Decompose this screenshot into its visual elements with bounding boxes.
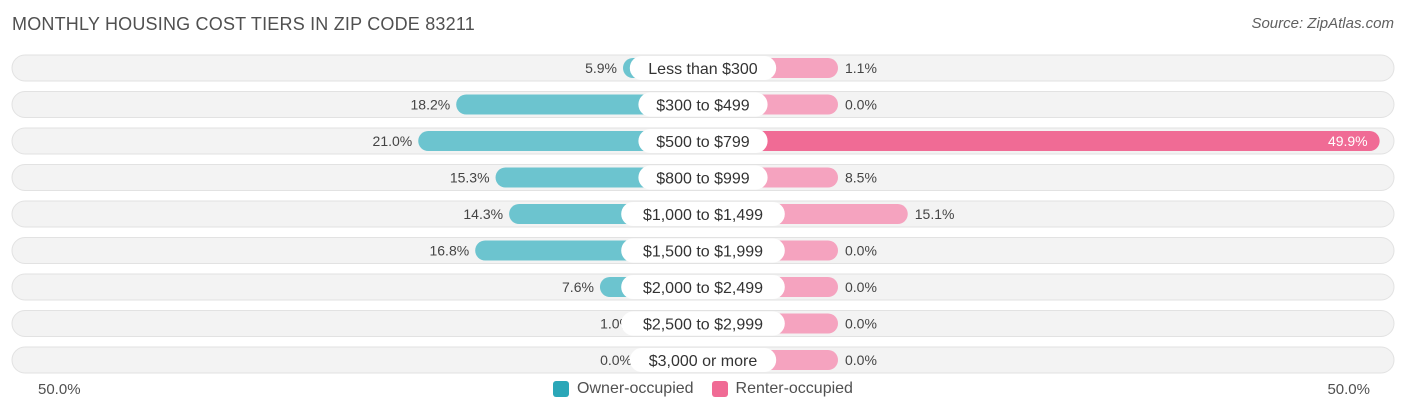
axis-left-label: 50.0% xyxy=(38,381,81,398)
owner-value-label: 5.9% xyxy=(585,60,617,76)
renter-value-label: 0.0% xyxy=(845,97,877,113)
owner-value-label: 21.0% xyxy=(373,133,413,149)
category-label-background xyxy=(621,275,785,299)
category-label: $1,500 to $1,999 xyxy=(643,244,763,261)
legend-item-owner: Owner-occupied xyxy=(553,380,694,398)
category-label-background xyxy=(621,238,785,263)
category-label: $2,500 to $2,999 xyxy=(643,317,763,334)
category-label: $500 to $799 xyxy=(656,134,750,151)
category-label-background xyxy=(621,202,785,226)
category-label-background xyxy=(629,348,777,372)
axis-right-label: 50.0% xyxy=(1327,381,1370,398)
category-label: $300 to $499 xyxy=(656,98,750,115)
legend: Owner-occupied Renter-occupied xyxy=(0,380,1406,398)
owner-swatch xyxy=(553,381,570,397)
renter-bar xyxy=(703,131,1380,151)
owner-value-label: 15.3% xyxy=(450,170,490,186)
renter-value-label: 49.9% xyxy=(1328,133,1368,149)
renter-value-label: 0.0% xyxy=(845,316,877,332)
renter-value-label: 1.1% xyxy=(845,60,877,76)
renter-value-label: 0.0% xyxy=(845,243,877,259)
renter-value-label: 0.0% xyxy=(845,352,877,368)
category-label-background xyxy=(638,165,768,190)
category-label-background xyxy=(638,129,768,153)
category-label-background xyxy=(638,92,768,117)
owner-value-label: 7.6% xyxy=(562,279,594,295)
category-label-background xyxy=(621,311,785,336)
category-label-background xyxy=(629,56,777,80)
chart-title: MONTHLY HOUSING COST TIERS IN ZIP CODE 8… xyxy=(12,14,475,34)
renter-value-label: 0.0% xyxy=(845,279,877,295)
category-label: $3,000 or more xyxy=(649,353,758,370)
renter-swatch xyxy=(711,381,728,397)
category-label: $1,000 to $1,499 xyxy=(643,207,763,224)
renter-value-label: 15.1% xyxy=(915,206,955,222)
owner-value-label: 16.8% xyxy=(429,243,469,259)
category-label: $800 to $999 xyxy=(656,171,750,188)
owner-value-label: 0.0% xyxy=(600,352,632,368)
owner-bar xyxy=(418,131,703,151)
legend-renter-label: Renter-occupied xyxy=(735,380,853,397)
category-label: Less than $300 xyxy=(648,61,758,78)
legend-owner-label: Owner-occupied xyxy=(577,380,694,397)
source-label: Source: ZipAtlas.com xyxy=(1251,15,1394,32)
owner-value-label: 18.2% xyxy=(411,97,451,113)
owner-value-label: 14.3% xyxy=(463,206,503,222)
category-label: $2,000 to $2,499 xyxy=(643,280,763,297)
legend-item-renter: Renter-occupied xyxy=(711,380,853,398)
chart-area: 5.9% 1.1% Less than $300 18.2% 0.0% $300 to $… xyxy=(11,54,1395,374)
renter-value-label: 8.5% xyxy=(845,170,877,186)
